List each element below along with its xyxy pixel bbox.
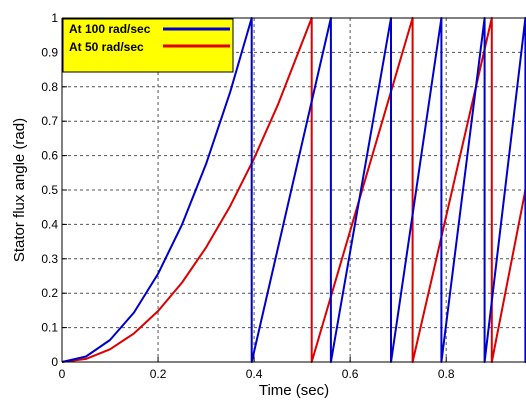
tick-labels: 0 0.1 0.2 0.3 0.4 0.5 0.6 0.7 0.8 0.9 1 0 0.2 0.4 0.6 0… xyxy=(41,11,455,381)
y-tick-label: 1 xyxy=(51,11,58,25)
x-tick-label: 0.6 xyxy=(342,367,359,381)
y-tick-label: 0.2 xyxy=(41,286,58,300)
y-tick-label: 0.5 xyxy=(41,183,58,197)
legend-label-50: At 50 rad/sec xyxy=(69,40,144,54)
y-tick-label: 0 xyxy=(51,355,58,369)
y-tick-label: 0.4 xyxy=(41,217,58,231)
x-tick-label: 0 xyxy=(59,367,66,381)
series-line-1 xyxy=(61,17,526,363)
x-tick-label: 0.8 xyxy=(438,367,455,381)
grid xyxy=(62,18,526,362)
y-tick-label: 0.9 xyxy=(41,45,58,59)
x-tick-label: 0.4 xyxy=(246,367,263,381)
legend-label-100: At 100 rad/sec xyxy=(69,22,151,36)
y-tick-label: 0.1 xyxy=(41,321,58,335)
y-axis-label: Stator flux angle (rad) xyxy=(11,118,28,262)
y-tick-label: 0.8 xyxy=(41,80,58,94)
y-tick-label: 0.6 xyxy=(41,149,58,163)
x-axis-label: Time (sec) xyxy=(259,382,329,399)
y-tick-label: 0.7 xyxy=(41,114,58,128)
y-tick-label: 0.3 xyxy=(41,252,58,266)
legend: At 100 rad/sec At 50 rad/sec xyxy=(62,18,234,73)
axes xyxy=(61,17,526,363)
x-tick-label: 0.2 xyxy=(150,367,167,381)
